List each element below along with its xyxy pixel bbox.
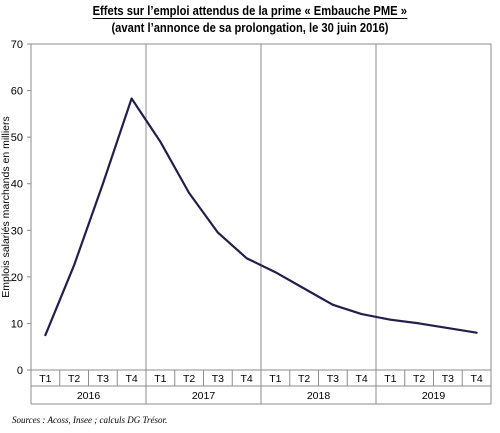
data-point [44, 334, 47, 336]
data-point [159, 140, 162, 143]
y-tick-label: 60 [11, 86, 23, 98]
x-tick-label: T3 [442, 373, 454, 385]
x-tick-label: T1 [39, 373, 51, 385]
x-tick-label: T3 [327, 373, 339, 385]
data-point [446, 327, 449, 329]
x-tick-label: T2 [183, 373, 195, 385]
x-tick-label: T1 [269, 373, 281, 385]
y-tick-label: 50 [11, 132, 23, 144]
year-label: 2017 [192, 390, 216, 402]
data-point [188, 192, 191, 194]
x-tick-label: T4 [240, 373, 252, 385]
data-point [303, 287, 306, 290]
y-tick-label: 0 [17, 365, 23, 377]
data-point [245, 257, 248, 260]
data-point [418, 322, 421, 325]
data-point [389, 318, 392, 321]
y-tick-label: 40 [11, 179, 23, 191]
x-tick-label: T3 [212, 373, 224, 385]
x-tick-label: T2 [298, 373, 310, 385]
x-tick-label: T1 [384, 373, 396, 385]
data-point [360, 313, 363, 316]
year-label: 2016 [77, 390, 101, 402]
y-tick-label: 20 [11, 272, 23, 284]
data-point [101, 182, 104, 185]
x-tick-label: T4 [125, 373, 137, 385]
chart-title-block: Effets sur l’emploi attendus de la prime… [0, 2, 500, 36]
source-note: Sources : Acoss, Insee ; calculs DG Trés… [12, 415, 168, 425]
x-tick-label: T4 [355, 373, 367, 385]
data-point [216, 231, 219, 234]
x-tick-label: T2 [413, 373, 425, 385]
x-tick-label: T4 [470, 373, 482, 385]
x-tick-label: T1 [154, 373, 166, 385]
data-point [475, 331, 478, 334]
data-point [130, 97, 133, 100]
y-tick-label: 30 [11, 225, 23, 237]
x-tick-label: T2 [68, 373, 80, 385]
series-line [44, 97, 478, 337]
y-tick-label: 70 [11, 39, 23, 51]
year-label: 2018 [307, 390, 331, 402]
chart-subtitle: (avant l’annonce de sa prolongation, le … [111, 20, 389, 35]
y-axis-label: Emplois salariés marchands en milliers [0, 116, 12, 297]
data-point [274, 271, 277, 274]
x-tick-label: T3 [97, 373, 109, 385]
year-label: 2019 [422, 390, 446, 402]
data-point [331, 303, 334, 306]
y-tick-label: 10 [11, 318, 23, 330]
chart-title: Effets sur l’emploi attendus de la prime… [92, 3, 408, 19]
data-point [73, 264, 76, 267]
